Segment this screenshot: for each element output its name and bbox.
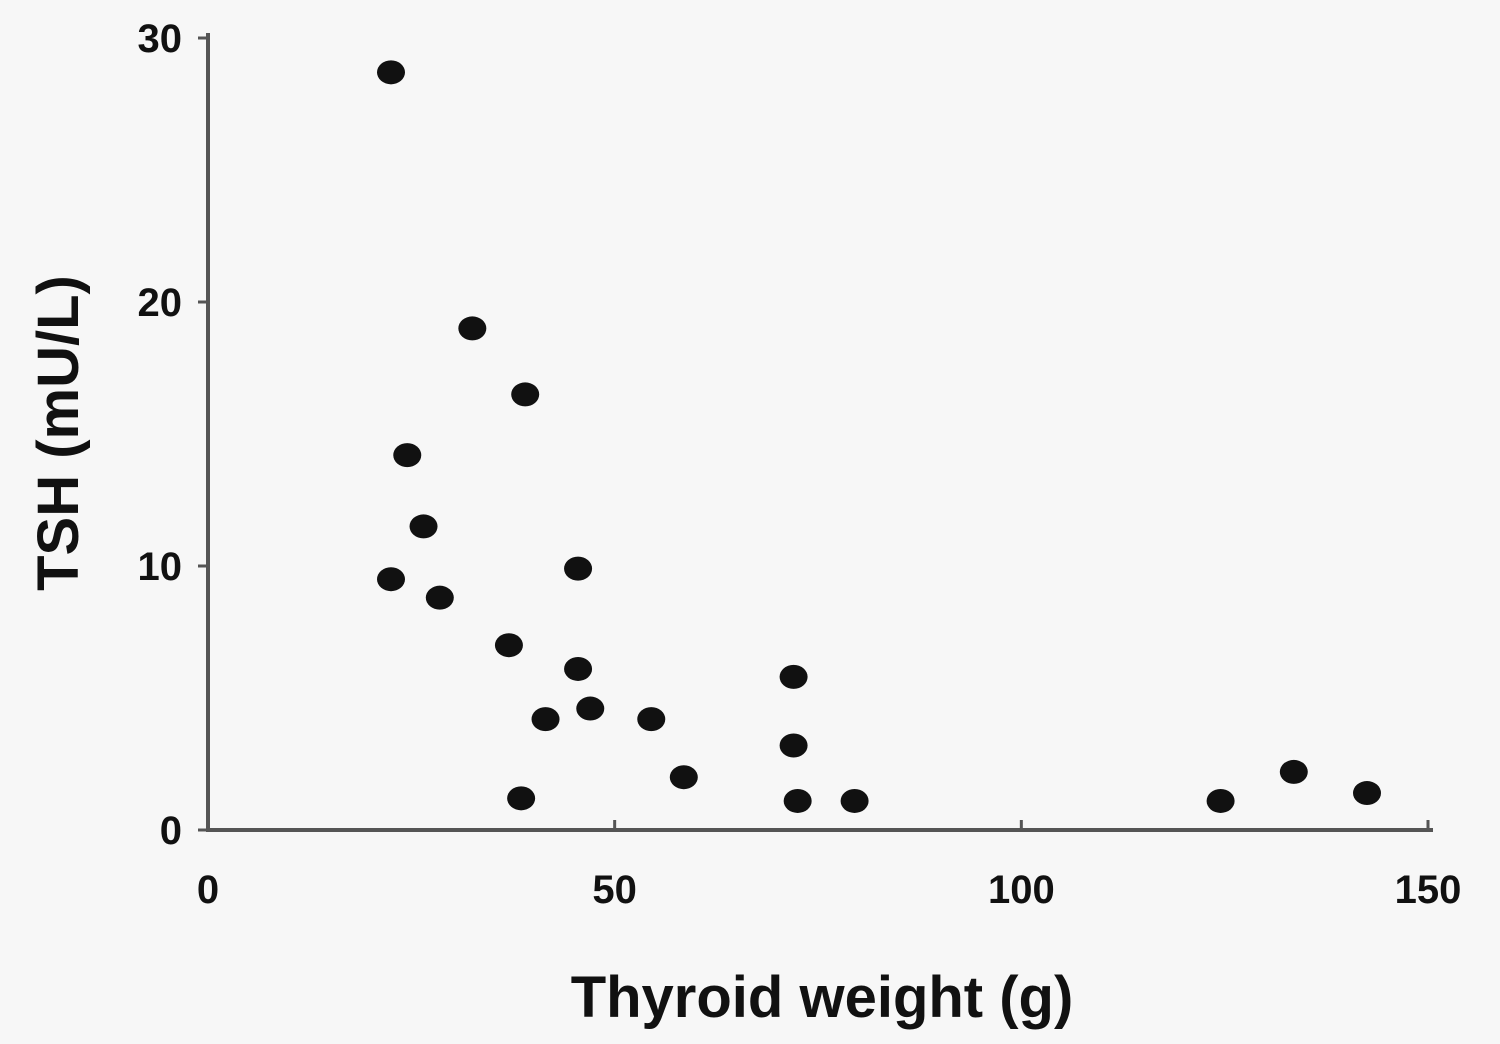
y-tick-label: 30 <box>138 17 183 61</box>
data-point <box>377 60 405 85</box>
x-tick-label: 50 <box>592 868 637 912</box>
data-point <box>779 733 808 758</box>
data-point <box>783 788 812 813</box>
data-point <box>409 514 438 539</box>
data-point <box>393 443 422 468</box>
data-point <box>637 707 666 732</box>
data-point <box>494 633 523 658</box>
data-point <box>377 567 405 592</box>
data-point <box>840 788 869 813</box>
data-point <box>511 382 540 407</box>
x-tick-label: 0 <box>197 868 219 912</box>
data-point <box>576 696 605 721</box>
data-point <box>669 765 698 790</box>
y-tick-label: 20 <box>138 281 183 325</box>
y-tick-label: 0 <box>160 809 182 853</box>
x-tick-label: 150 <box>1395 868 1462 912</box>
data-point <box>425 585 454 610</box>
x-axis-title: Thyroid weight (g) <box>571 965 1074 1030</box>
data-point <box>1353 781 1381 806</box>
data-point <box>1206 788 1235 813</box>
data-point <box>564 556 593 581</box>
ticks: 0 50 100 150 0 10 20 30 <box>138 17 1462 912</box>
y-axis-title: TSH (mU/L) <box>26 275 91 591</box>
y-tick-label: 10 <box>138 545 183 589</box>
data-points <box>377 60 1381 813</box>
data-point <box>458 316 487 341</box>
data-point <box>564 656 593 681</box>
data-point <box>507 786 536 811</box>
axes <box>206 33 1433 832</box>
data-point <box>1279 759 1308 784</box>
data-point <box>531 707 560 732</box>
x-tick-label: 100 <box>988 868 1055 912</box>
data-point <box>779 664 808 689</box>
